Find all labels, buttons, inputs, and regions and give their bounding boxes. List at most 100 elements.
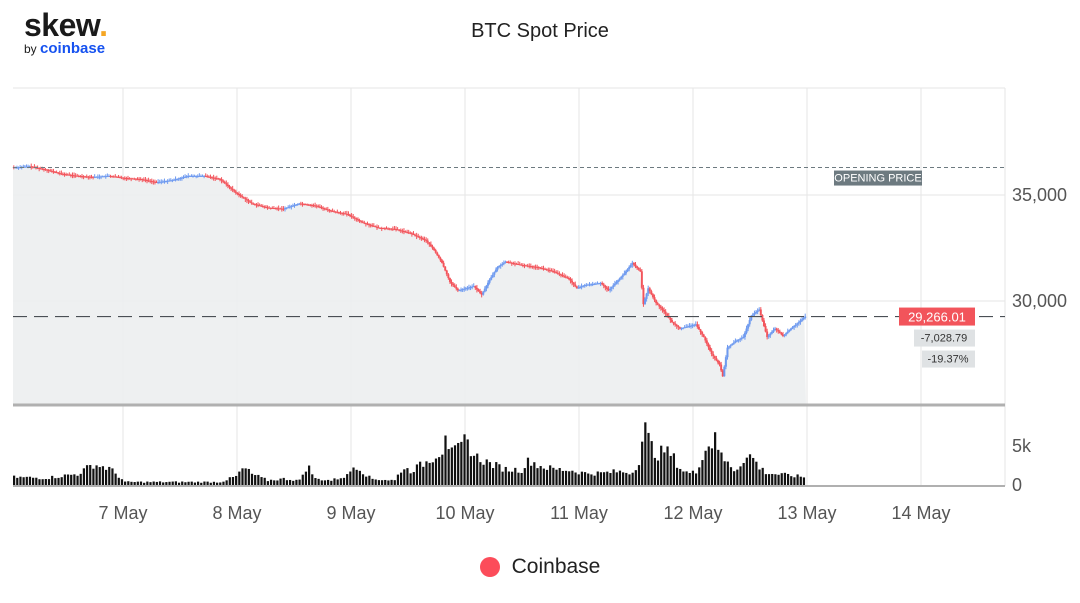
candle — [678, 327, 681, 329]
candle — [268, 207, 271, 209]
candle — [542, 268, 545, 270]
volume-bar — [650, 441, 653, 486]
volume-bar — [669, 455, 672, 486]
candle — [548, 270, 551, 272]
candle — [724, 357, 727, 367]
candle — [631, 262, 634, 265]
candle — [718, 362, 721, 365]
candle — [669, 317, 672, 321]
volume-bar — [631, 472, 634, 486]
candle — [160, 181, 163, 183]
candle — [136, 178, 139, 180]
volume-bar — [63, 474, 66, 486]
candle — [555, 272, 558, 274]
candle — [331, 210, 334, 212]
volume-bar — [564, 470, 568, 486]
candle — [84, 176, 87, 178]
candle — [685, 326, 688, 328]
candle — [139, 178, 142, 180]
candle — [54, 171, 57, 173]
candle — [552, 270, 555, 272]
candle — [326, 209, 329, 211]
candle — [42, 168, 45, 170]
candle — [647, 288, 650, 294]
candle — [355, 218, 358, 220]
candle — [429, 244, 432, 247]
candle — [76, 175, 79, 177]
volume-bar — [450, 447, 453, 486]
volume-bar — [660, 445, 663, 486]
candle — [434, 250, 437, 253]
candle — [92, 176, 95, 178]
candle — [751, 314, 754, 316]
candle — [491, 274, 494, 278]
candle — [742, 337, 745, 339]
candle — [345, 213, 348, 215]
candle — [682, 327, 685, 329]
volume-bar — [288, 479, 292, 486]
candle — [114, 176, 117, 178]
candle — [640, 271, 643, 288]
candle — [645, 293, 648, 299]
volume-bar — [171, 481, 174, 486]
candle — [801, 319, 804, 321]
candle — [775, 328, 778, 331]
candle — [79, 176, 82, 178]
candle — [683, 327, 686, 329]
volume-bar — [399, 472, 403, 486]
candle — [442, 262, 445, 267]
candle — [577, 287, 580, 289]
volume-bar — [92, 468, 95, 486]
volume-bar — [479, 462, 482, 486]
candle — [144, 179, 147, 181]
volume-bar — [748, 454, 752, 486]
volume-bar — [488, 462, 492, 486]
volume-bar — [717, 449, 720, 486]
volume-bar — [587, 473, 590, 486]
chart-title: BTC Spot Price — [471, 20, 609, 42]
legend-item-coinbase[interactable]: Coinbase — [479, 555, 600, 579]
volume-bar — [358, 470, 361, 486]
candle — [112, 176, 115, 178]
candle — [126, 178, 129, 180]
candle — [455, 287, 458, 289]
candle — [705, 340, 708, 344]
volume-bar — [149, 482, 152, 486]
volume-bar — [222, 481, 225, 486]
candle — [780, 333, 783, 335]
volume-bar — [739, 466, 742, 486]
candle — [702, 334, 705, 338]
candle — [203, 175, 206, 177]
volume-bar — [453, 445, 457, 486]
candle — [166, 180, 169, 182]
candle — [605, 287, 608, 289]
candle — [360, 220, 363, 222]
volume-bar — [622, 472, 625, 486]
volume-bar — [495, 462, 498, 486]
candle — [395, 228, 398, 230]
candle — [309, 204, 312, 206]
candle — [590, 284, 593, 286]
volume-bar — [580, 471, 584, 486]
volume-bar — [742, 462, 745, 486]
candle — [218, 178, 221, 180]
volume-bar — [304, 471, 308, 486]
volume-bar — [307, 465, 311, 486]
volume-bar — [60, 477, 63, 486]
change-pct-label: -19.37% — [928, 354, 969, 366]
candle — [623, 273, 626, 276]
legend[interactable]: Coinbase — [0, 555, 1080, 582]
candle — [336, 211, 339, 213]
candle — [526, 265, 529, 267]
volume-bar — [16, 477, 19, 486]
volume-bar — [758, 469, 761, 486]
volume-bar — [764, 474, 767, 486]
candle — [146, 180, 149, 182]
volume-bar — [726, 461, 729, 486]
candle — [423, 239, 426, 241]
candle — [448, 278, 451, 282]
candle — [315, 205, 318, 207]
candle — [68, 174, 71, 176]
volume-bar — [244, 468, 247, 486]
volume-bar — [476, 453, 479, 486]
